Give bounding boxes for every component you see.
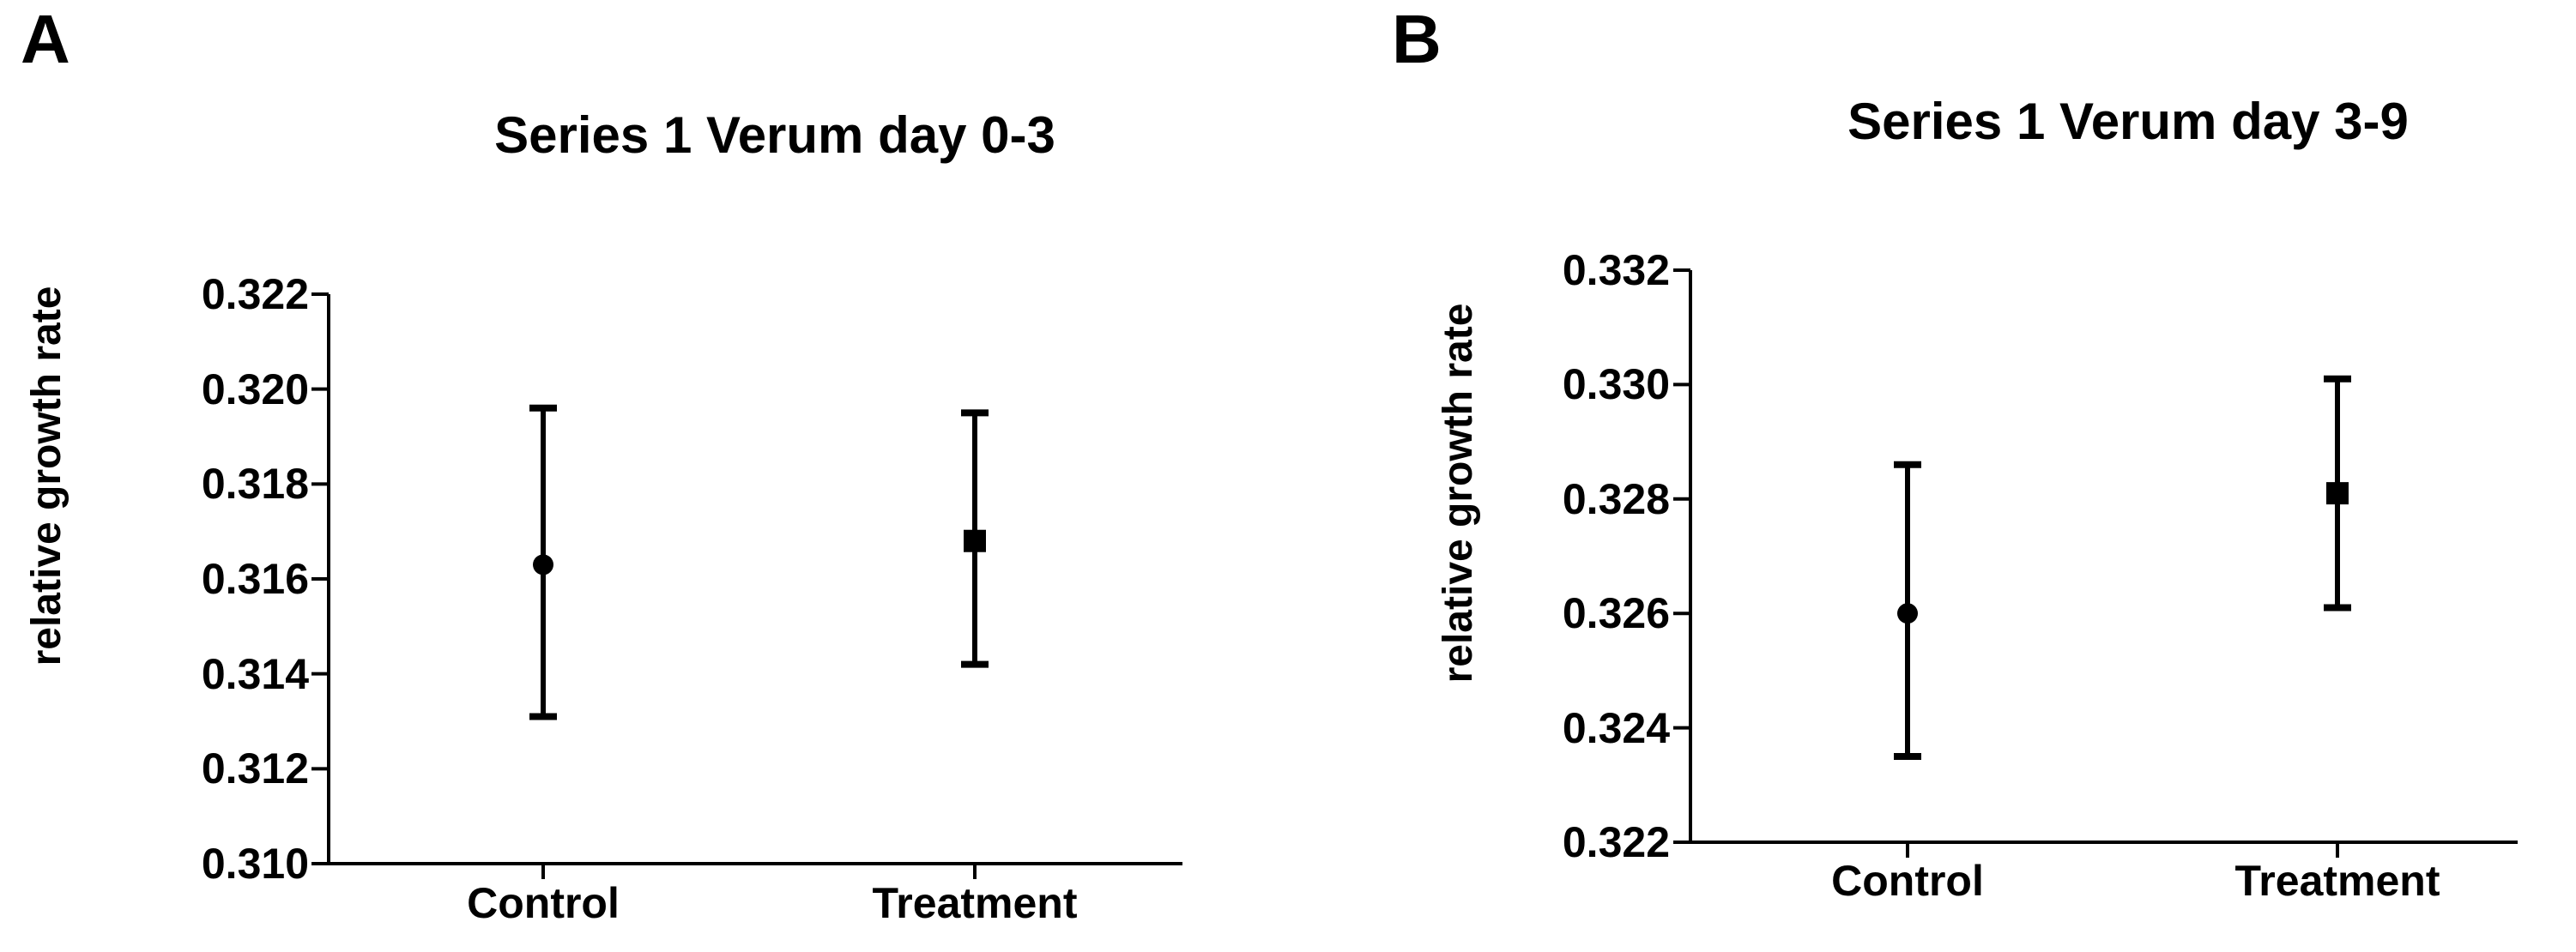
panel-b-data-point-square-treatment (2326, 482, 2349, 505)
panel-a-category-label-control: Control (467, 879, 620, 927)
panel-a-y-axis-label: relative growth rate (24, 286, 70, 666)
panel-b-y-tick-label: 0.324 (1562, 703, 1670, 752)
panel-b-y-tick-label: 0.330 (1562, 360, 1670, 409)
panel-a-category-label-treatment: Treatment (872, 879, 1078, 927)
panel-b-title: Series 1 Verum day 3-9 (1847, 93, 2409, 150)
panel-a-y-tick-label: 0.312 (201, 744, 309, 793)
panel-a-y-tick-label: 0.310 (201, 840, 309, 888)
panel-a-title: Series 1 Verum day 0-3 (494, 106, 1055, 164)
panel-b-y-tick-label: 0.326 (1562, 589, 1670, 638)
panel-b-y-tick-label: 0.322 (1562, 818, 1670, 866)
panel-a-y-tick-label: 0.322 (201, 270, 309, 318)
panel-a-data-point-circle-control (533, 554, 553, 575)
panel-a-y-tick-label: 0.314 (201, 649, 309, 698)
panel-b-y-axis-label: relative growth rate (1436, 303, 1481, 684)
panel-a-y-tick-label: 0.318 (201, 460, 309, 509)
panel-b-category-label-treatment: Treatment (2234, 857, 2440, 905)
panel-b-data-point-circle-control (1897, 603, 1918, 624)
panel-b-y-tick-label: 0.332 (1562, 246, 1670, 294)
panel-a-data-point-square-treatment (964, 529, 986, 552)
panel-b-category-label-control: Control (1831, 857, 1984, 905)
panel-b-y-tick-label: 0.328 (1562, 474, 1670, 523)
panel-a-letter: A (21, 1, 70, 77)
panel-a-y-tick-label: 0.316 (201, 555, 309, 603)
panel-b-letter: B (1392, 1, 1442, 77)
panel-a-y-tick-label: 0.320 (201, 365, 309, 413)
